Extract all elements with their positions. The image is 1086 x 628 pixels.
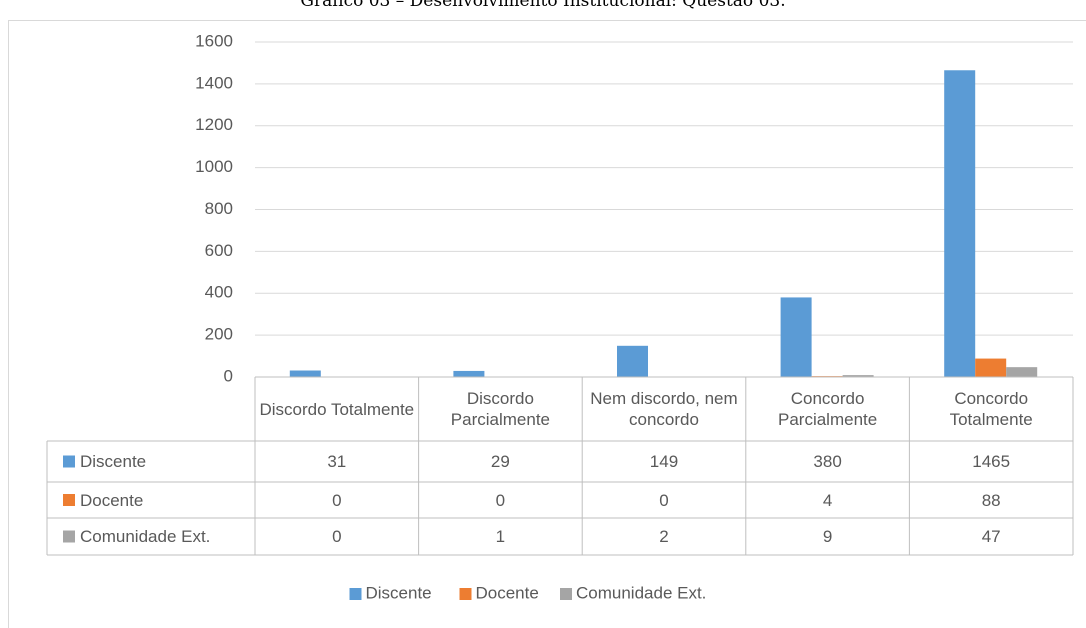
category-label: Discordo Parcialmente (450, 389, 550, 429)
table-value: 1 (495, 527, 506, 546)
y-tick-label: 1200 (195, 115, 233, 134)
legend-key (349, 588, 362, 600)
table-value: 31 (327, 452, 347, 471)
legend-key (560, 588, 572, 600)
table-value: 1465 (972, 452, 1011, 471)
table-value: 47 (981, 527, 1001, 546)
chart-title: Gráfico 03 – Desenvolvimento Institucion… (300, 0, 786, 11)
table-series-name: Discente (80, 452, 147, 471)
table-value: 9 (822, 527, 833, 546)
table-value: 2 (659, 527, 669, 546)
y-tick-label: 400 (205, 283, 233, 302)
category-label: Discordo Totalmente (259, 399, 415, 419)
table-value: 0 (332, 527, 342, 546)
table-value: 29 (490, 452, 510, 471)
chart-frame (8, 20, 1086, 628)
legend-label: Discente (366, 583, 432, 602)
bar (453, 370, 485, 377)
bar (780, 297, 812, 377)
legend-label: Comunidade Ext. (576, 583, 706, 602)
table-value: 0 (332, 490, 342, 510)
table-legend-key (63, 455, 75, 468)
table-legend-key (63, 494, 75, 506)
category-label: Concordo Totalmente (949, 389, 1033, 429)
bar (617, 345, 648, 377)
bar (944, 70, 976, 377)
y-tick-label: 800 (205, 199, 233, 218)
table-value: 0 (659, 490, 669, 510)
category-label: Nem discordo, nem concordo (590, 389, 738, 429)
legend-key (459, 588, 472, 600)
y-tick-label: 0 (224, 366, 233, 385)
bar (289, 370, 321, 377)
table-series-name: Comunidade Ext. (80, 527, 211, 546)
table-value: 88 (981, 490, 1001, 510)
y-tick-label: 200 (205, 325, 233, 344)
y-tick-label: 1600 (195, 31, 233, 50)
table-value: 0 (495, 490, 506, 510)
table-value: 4 (822, 490, 833, 510)
y-tick-label: 1000 (195, 157, 233, 176)
table-value: 149 (649, 452, 679, 471)
legend-label: Docente (476, 583, 539, 602)
bar (1006, 367, 1038, 377)
y-tick-label: 1400 (195, 73, 233, 92)
bar (975, 358, 1007, 377)
table-value: 380 (813, 452, 842, 471)
category-label: Concordo Parcialmente (777, 389, 878, 429)
table-series-name: Docente (80, 490, 144, 510)
table-legend-key (63, 530, 75, 543)
bar (842, 375, 874, 377)
y-tick-label: 600 (205, 241, 233, 260)
